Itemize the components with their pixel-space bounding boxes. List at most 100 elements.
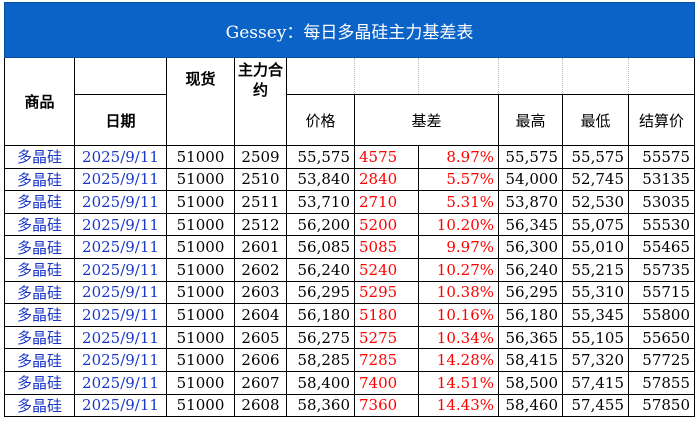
cell-high: 56,240: [498, 257, 563, 282]
cell-product: 多晶硅: [4, 167, 75, 192]
cell-date: 2025/9/11: [74, 145, 167, 169]
cell-high: 55,575: [498, 145, 563, 169]
cell-settle: 55800: [627, 303, 696, 327]
header-low: 最低: [562, 94, 629, 146]
cell-spot-price: 51000: [166, 303, 235, 327]
cell-product: 多晶硅: [4, 190, 75, 214]
table-title: Gessey：每日多晶硅主力基差表: [3, 2, 696, 58]
cell-contract-code: 2602: [234, 257, 287, 282]
table-row: 多晶硅 2025/9/11 51000 2608 58,360 7360 14.43% 58,…: [4, 393, 696, 418]
cell-settle: 55575: [627, 145, 696, 169]
cell-product: 多晶硅: [4, 393, 75, 418]
cell-low: 55,010: [562, 235, 629, 259]
cell-product: 多晶硅: [4, 370, 75, 395]
cell-contract-code: 2605: [234, 325, 287, 350]
cell-date: 2025/9/11: [74, 280, 167, 305]
cell-spot-price: 51000: [166, 370, 235, 395]
cell-settle: 55735: [627, 257, 696, 282]
basis-table: Gessey：每日多晶硅主力基差表 商品 现货 主力合约 日期 价格 基差 最高…: [3, 2, 696, 418]
cell-basis: 5275: [354, 325, 419, 350]
cell-basis: 5180: [354, 303, 419, 327]
cell-price: 58,360: [286, 393, 355, 418]
header-spacer: [562, 57, 629, 95]
table-body: Gessey：每日多晶硅主力基差表 商品 现货 主力合约 日期 价格 基差 最高…: [3, 2, 696, 146]
cell-spot-price: 51000: [166, 235, 235, 259]
table-row: 多晶硅 2025/9/11 51000 2509 55,575 4575 8.97% 55,5…: [4, 145, 696, 169]
cell-spot-price: 51000: [166, 348, 235, 372]
cell-date: 2025/9/11: [74, 190, 167, 214]
cell-settle: 53135: [627, 167, 696, 192]
header-spacer: [354, 57, 419, 95]
table-row: 多晶硅 2025/9/11 51000 2603 56,295 5295 10.38% 56,…: [4, 280, 696, 305]
cell-date: 2025/9/11: [74, 393, 167, 418]
cell-spot-price: 51000: [166, 393, 235, 418]
cell-date: 2025/9/11: [74, 235, 167, 259]
cell-price: 53,840: [286, 167, 355, 192]
cell-low: 57,455: [562, 393, 629, 418]
cell-contract-code: 2512: [234, 212, 287, 237]
cell-basis-pct: 14.51%: [418, 370, 499, 395]
cell-spot-price: 51000: [166, 212, 235, 237]
table-row: 多晶硅 2025/9/11 51000 2510 53,840 2840 5.57% 54,0…: [4, 167, 696, 192]
cell-low: 57,320: [562, 348, 629, 372]
header-spot: 现货: [166, 57, 235, 146]
cell-date: 2025/9/11: [74, 303, 167, 327]
cell-date: 2025/9/11: [74, 348, 167, 372]
cell-contract-code: 2606: [234, 348, 287, 372]
cell-high: 58,415: [498, 348, 563, 372]
cell-spot-price: 51000: [166, 257, 235, 282]
table-row: 多晶硅 2025/9/11 51000 2601 56,085 5085 9.97% 56,3…: [4, 235, 696, 259]
table-row: 多晶硅 2025/9/11 51000 2602 56,240 5240 10.27% 56,…: [4, 257, 696, 282]
cell-product: 多晶硅: [4, 212, 75, 237]
cell-spot-price: 51000: [166, 280, 235, 305]
cell-high: 58,500: [498, 370, 563, 395]
data-rows: 多晶硅 2025/9/11 51000 2509 55,575 4575 8.97% 55,5…: [4, 145, 696, 418]
cell-high: 56,300: [498, 235, 563, 259]
cell-low: 52,530: [562, 190, 629, 214]
cell-basis-pct: 10.34%: [418, 325, 499, 350]
cell-high: 56,180: [498, 303, 563, 327]
cell-basis: 5200: [354, 212, 419, 237]
cell-product: 多晶硅: [4, 235, 75, 259]
cell-high: 56,365: [498, 325, 563, 350]
table-row: 多晶硅 2025/9/11 51000 2512 56,200 5200 10.20% 56,…: [4, 212, 696, 237]
cell-price: 56,200: [286, 212, 355, 237]
cell-settle: 57725: [627, 348, 696, 372]
header-basis: 基差: [354, 94, 499, 146]
cell-basis-pct: 10.38%: [418, 280, 499, 305]
header-date: 日期: [74, 94, 167, 146]
cell-contract-code: 2509: [234, 145, 287, 169]
cell-high: 56,295: [498, 280, 563, 305]
cell-product: 多晶硅: [4, 280, 75, 305]
cell-contract-code: 2608: [234, 393, 287, 418]
cell-price: 55,575: [286, 145, 355, 169]
cell-product: 多晶硅: [4, 257, 75, 282]
cell-basis-pct: 9.97%: [418, 235, 499, 259]
cell-basis: 2710: [354, 190, 419, 214]
cell-contract-code: 2604: [234, 303, 287, 327]
cell-low: 52,745: [562, 167, 629, 192]
cell-settle: 55465: [627, 235, 696, 259]
cell-spot-price: 51000: [166, 325, 235, 350]
cell-contract-code: 2607: [234, 370, 287, 395]
cell-settle: 55650: [627, 325, 696, 350]
cell-contract-code: 2601: [234, 235, 287, 259]
cell-basis: 7400: [354, 370, 419, 395]
table-row: 多晶硅 2025/9/11 51000 2605 56,275 5275 10.34% 56,…: [4, 325, 696, 350]
cell-high: 54,000: [498, 167, 563, 192]
cell-low: 57,415: [562, 370, 629, 395]
cell-price: 53,710: [286, 190, 355, 214]
header-main-contract: 主力合约: [234, 57, 287, 146]
cell-basis-pct: 10.27%: [418, 257, 499, 282]
header-spacer: [286, 57, 355, 95]
header-spacer: [627, 57, 696, 95]
header-spacer: [74, 57, 167, 95]
cell-spot-price: 51000: [166, 167, 235, 192]
cell-high: 53,870: [498, 190, 563, 214]
cell-settle: 55715: [627, 280, 696, 305]
header-price: 价格: [286, 94, 355, 146]
cell-basis-pct: 10.20%: [418, 212, 499, 237]
cell-price: 58,400: [286, 370, 355, 395]
cell-price: 56,240: [286, 257, 355, 282]
